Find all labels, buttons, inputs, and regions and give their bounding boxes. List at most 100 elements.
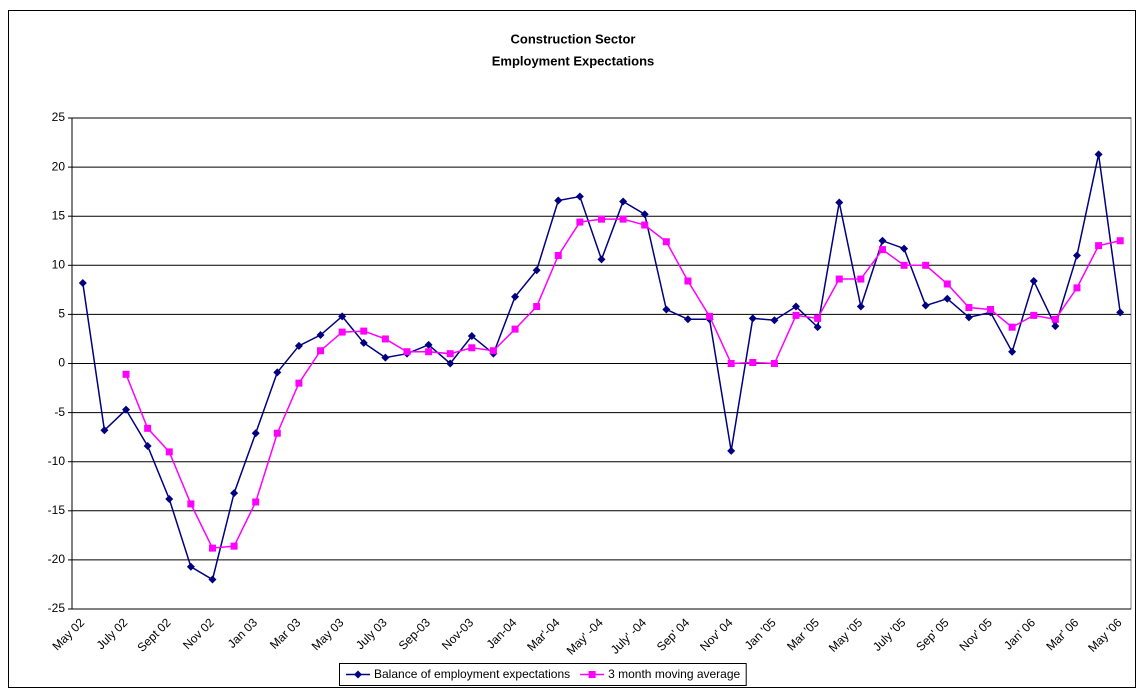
marker [468,344,476,352]
marker [835,198,844,207]
marker [230,542,238,550]
marker [900,244,909,253]
marker [338,312,347,321]
legend: Balance of employment expectations 3 mont… [339,663,747,686]
marker [662,238,670,246]
marker [856,302,865,311]
marker [273,429,281,437]
marker [446,350,454,358]
marker [749,359,757,367]
legend-label: Balance of employment expectations [374,667,570,681]
marker [230,489,239,498]
marker [619,197,628,206]
y-tick-label: 5 [58,307,65,321]
marker [1094,150,1103,159]
chart-title: Employment Expectations [492,53,655,68]
marker [727,446,736,455]
marker [1030,311,1038,319]
marker [1008,347,1017,356]
y-tick-label: 20 [52,159,66,173]
marker [792,302,801,311]
marker [338,328,346,336]
marker [857,275,865,283]
marker [943,280,951,288]
y-tick-label: -20 [48,552,66,566]
marker [354,670,362,679]
marker [684,277,692,285]
marker [706,312,714,320]
marker [78,278,87,287]
marker [295,379,303,387]
marker [1116,237,1124,245]
marker [360,327,368,335]
marker [403,348,411,356]
y-tick-label: 0 [58,356,65,370]
marker [835,275,843,283]
marker [273,368,282,377]
marker [294,341,303,350]
marker [814,314,822,322]
marker [1008,323,1016,331]
marker [317,347,325,355]
marker [554,196,563,205]
chart-title: Construction Sector [511,31,636,46]
marker [532,266,541,275]
y-tick-label: -5 [54,405,65,419]
marker [683,315,692,324]
marker [878,236,887,245]
y-tick-label: 25 [52,110,66,124]
marker [1051,315,1059,323]
marker [251,429,260,438]
marker [943,294,952,303]
marker [425,348,433,356]
marker [165,448,173,456]
marker [575,192,584,201]
marker [554,251,562,259]
marker [187,500,195,508]
marker [662,305,671,314]
marker [100,426,109,435]
marker [424,340,433,349]
marker [252,498,260,506]
marker [878,246,886,254]
marker [965,304,973,312]
marker [921,301,930,310]
marker [619,215,627,223]
marker [1116,308,1125,317]
marker [1095,242,1103,250]
marker [122,405,131,414]
marker [359,338,368,347]
marker [381,353,390,362]
marker [1073,284,1081,292]
marker [588,671,596,678]
marker [1029,277,1038,286]
marker [467,332,476,341]
marker [511,325,519,333]
marker [186,562,195,571]
y-tick-label: -15 [48,503,66,517]
marker [122,370,130,378]
marker [900,261,908,269]
marker [489,347,497,355]
y-tick-label: 15 [52,208,66,222]
marker [144,424,152,432]
marker [922,261,930,269]
marker [770,316,779,325]
marker [446,359,455,368]
y-tick-label: -25 [48,601,66,615]
marker [770,360,778,367]
marker [533,303,541,311]
marker [208,575,217,584]
marker [208,544,216,552]
legend-label: 3 month moving average [608,667,740,681]
marker [748,314,757,323]
marker [381,335,389,343]
marker [143,441,152,450]
marker [597,255,606,264]
marker [964,313,973,322]
marker [813,323,822,332]
marker [727,360,735,367]
y-tick-label: -10 [48,454,66,468]
y-tick-label: 10 [52,257,66,271]
